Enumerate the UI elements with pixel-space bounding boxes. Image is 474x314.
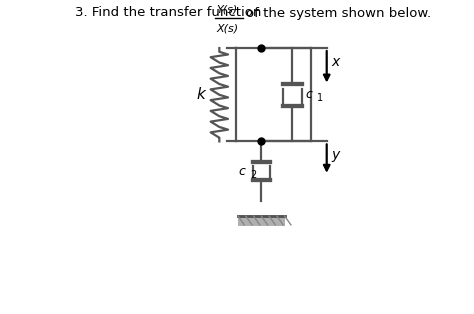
Text: X(s): X(s) xyxy=(216,23,238,33)
Text: 2: 2 xyxy=(251,170,257,180)
Text: k: k xyxy=(196,87,205,102)
Text: 1: 1 xyxy=(317,93,323,103)
Text: of the system shown below.: of the system shown below. xyxy=(246,7,431,20)
Text: 3. Find the transfer function: 3. Find the transfer function xyxy=(75,6,262,19)
Text: Y(s): Y(s) xyxy=(216,4,237,14)
Text: x: x xyxy=(331,55,340,69)
Text: c: c xyxy=(306,88,312,101)
Text: c: c xyxy=(239,165,246,177)
Text: y: y xyxy=(331,149,340,162)
Bar xyxy=(238,216,285,226)
